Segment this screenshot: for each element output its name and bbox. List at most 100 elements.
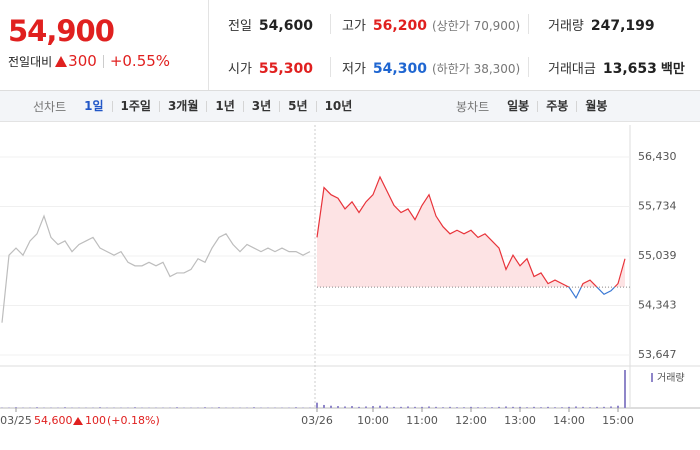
price-line: [316, 175, 626, 300]
up-icon: [73, 417, 83, 425]
volume-bar: [414, 406, 416, 408]
volume-bar: [568, 406, 570, 408]
tab[interactable]: 1일: [84, 98, 104, 113]
current-price: 54,900: [8, 14, 115, 48]
volume-bar: [484, 407, 486, 408]
tab[interactable]: 월봉: [576, 100, 615, 112]
volume-bar: [421, 406, 423, 408]
volume-bar: [358, 406, 360, 408]
line-tabs: 선차트 1일 1주일 3개월 1년 3년 5년 10년: [33, 91, 360, 121]
volume-bar: [589, 407, 591, 408]
info-cell: 거래대금 13,653 백만: [548, 58, 685, 77]
volume-bar: [134, 407, 136, 408]
info-label: 저가: [342, 62, 366, 77]
x-tick-label: 14:00: [553, 414, 585, 427]
info-value: 13,653: [602, 61, 657, 77]
volume-bar: [554, 407, 556, 408]
tab[interactable]: 5년: [279, 100, 315, 112]
volume-bar: [316, 402, 318, 408]
tab[interactable]: 3년: [242, 100, 279, 112]
x-tick-label: 15:00: [602, 414, 634, 427]
x-tick-label: 03/25: [0, 414, 32, 427]
info-cell: 시가 55,300: [228, 58, 313, 77]
y-tick-label: 55,039: [638, 249, 677, 262]
info-unit: 백만: [660, 62, 685, 77]
tab[interactable]: 주봉: [537, 100, 576, 112]
change-rate: +0.55%: [109, 52, 171, 70]
volume-bar: [533, 406, 535, 408]
volume-bar: [351, 406, 353, 408]
info-label: 시가: [228, 62, 252, 77]
tab[interactable]: 1주일: [111, 100, 159, 112]
volume-bar: [603, 406, 605, 408]
y-tick-label: 53,647: [638, 348, 677, 361]
volume-bar: [323, 404, 325, 408]
volume-bar: [15, 407, 17, 408]
volume-bar: [610, 406, 612, 408]
info-sub: (하한가 38,300): [431, 62, 521, 76]
x-tick-label: 13:00: [504, 414, 536, 427]
x-tick-label: 10:00: [357, 414, 389, 427]
volume-bar: [435, 406, 437, 408]
change-label: 전일대비: [8, 54, 53, 69]
info-value: 56,200: [372, 18, 427, 34]
volume-bar: [505, 406, 507, 408]
volume-bar: [512, 406, 514, 408]
volume-bar: [519, 406, 521, 408]
separator: [102, 54, 104, 68]
tab[interactable]: 일봉: [507, 98, 530, 113]
volume-bar: [386, 406, 388, 408]
volume-bar: [64, 407, 66, 408]
volume-bar: [204, 407, 206, 408]
volume-bar: [561, 407, 563, 408]
legend-swatch: [651, 373, 653, 382]
x-tick-label: 03/26: [301, 414, 333, 427]
info-value: 247,199: [590, 18, 655, 34]
divider: [528, 14, 529, 34]
x-tick-label: 11:00: [406, 414, 438, 427]
tab-group-label: 선차트: [33, 99, 67, 114]
volume-bar: [547, 406, 549, 408]
volume-bar: [295, 407, 297, 408]
change-value: 300: [68, 52, 97, 70]
volume-bar: [526, 407, 528, 408]
tab[interactable]: 1년: [206, 100, 242, 112]
divider: [330, 14, 331, 34]
footer-rate: (+0.18%): [107, 414, 160, 427]
volume-bar: [218, 407, 220, 408]
volume-bar: [379, 405, 381, 408]
info-cell: 거래량 247,199: [548, 15, 655, 34]
tab[interactable]: 10년: [315, 100, 361, 112]
up-icon: [55, 55, 68, 67]
volume-bar: [456, 407, 458, 408]
volume-bar: [540, 407, 542, 408]
info-label: 고가: [342, 19, 366, 34]
info-cell: 전일 54,600: [228, 15, 313, 34]
tab-group-label: 봉차트: [456, 99, 490, 114]
volume-bar: [575, 406, 577, 408]
info-label: 거래대금: [548, 62, 596, 77]
volume-bar: [400, 406, 402, 408]
tab-bar: 선차트 1일 1주일 3개월 1년 3년 5년 10년 봉차트 일봉 주봉 월봉: [0, 90, 700, 122]
volume-bar: [596, 406, 598, 408]
candle-tabs: 봉차트 일봉 주봉 월봉: [456, 91, 615, 121]
y-tick-label: 56,430: [638, 150, 677, 163]
volume-bar: [617, 405, 619, 408]
area-fill: [317, 176, 625, 288]
info-value: 54,300: [372, 61, 427, 77]
volume-bar: [99, 407, 101, 408]
tab[interactable]: 3개월: [158, 100, 206, 112]
x-tick-label: 12:00: [455, 414, 487, 427]
volume-bar: [470, 406, 472, 408]
divider: [208, 0, 209, 90]
info-cell: 고가 56,200 (상한가 70,900): [342, 15, 520, 34]
volume-bar: [176, 407, 178, 408]
divider: [330, 57, 331, 77]
volume-bar: [372, 406, 374, 408]
y-tick-label: 55,734: [638, 200, 677, 213]
volume-bar: [344, 406, 346, 408]
volume-bar: [463, 407, 465, 408]
divider: [528, 57, 529, 77]
